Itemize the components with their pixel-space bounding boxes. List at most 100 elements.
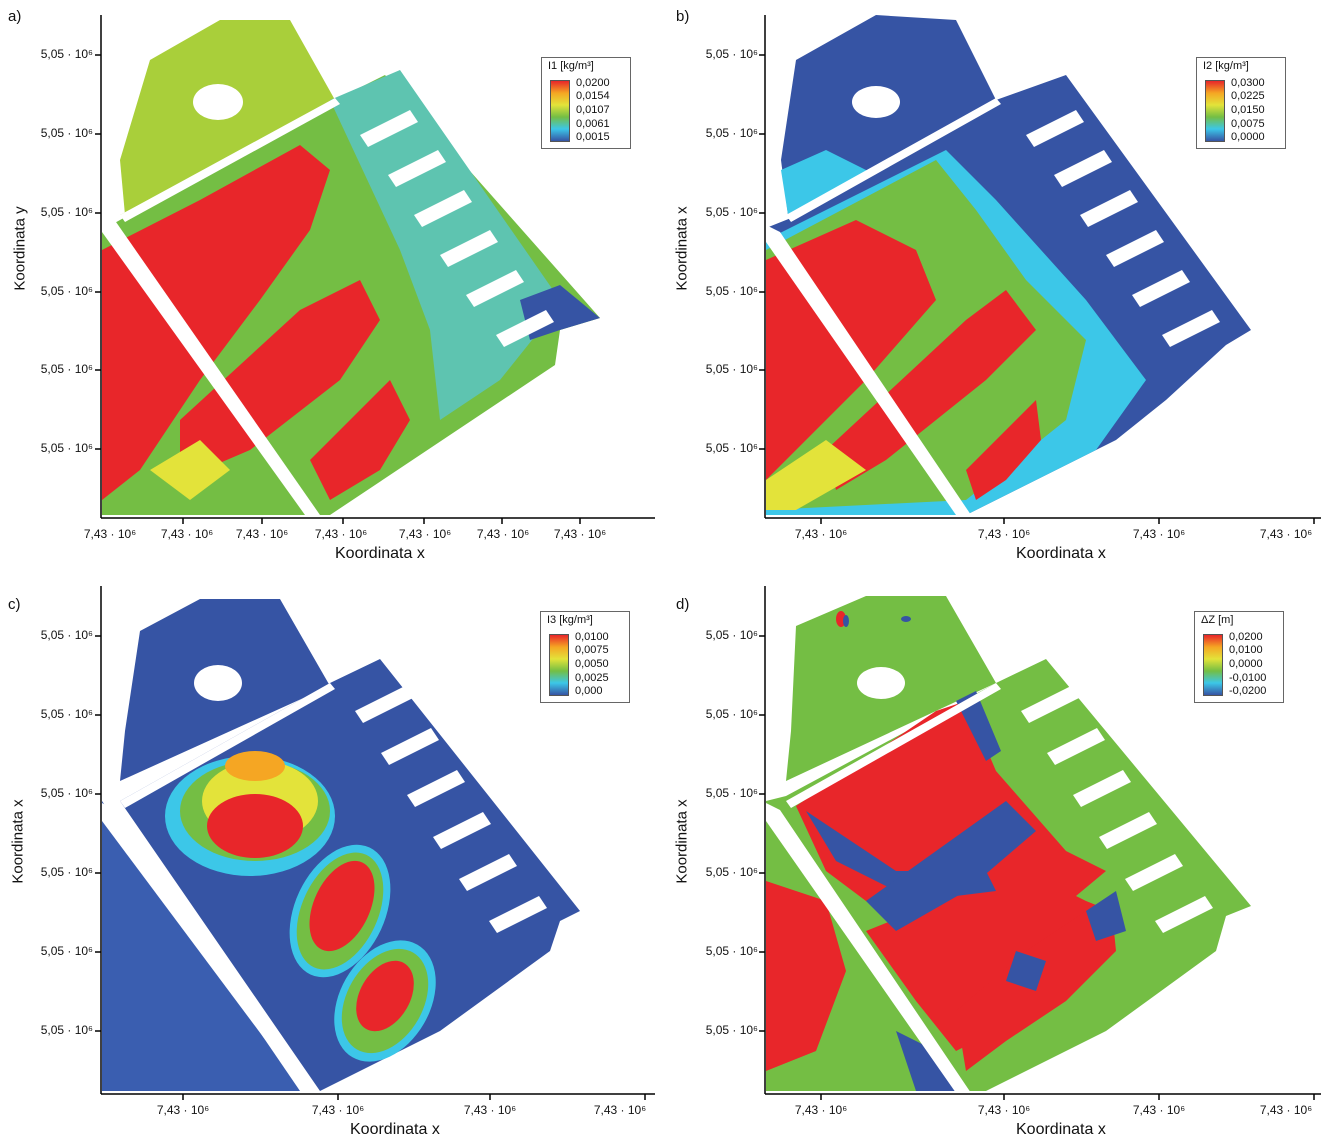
y-tick-label: 5,05 · 10⁶ [705,126,758,140]
legend-value: 0,0154 [576,90,610,102]
blue-right [1086,891,1126,941]
y-tick-label: 5,05 · 10⁶ [705,944,758,958]
legend-value: 0,000 [575,685,603,697]
panel-a-plot [95,15,655,524]
y-tick-label: 5,05 · 10⁶ [40,205,93,219]
x-tick-label: 7,43 · 10⁶ [553,527,607,541]
red-zone-2 [826,290,1036,490]
x-tick-label: 7,43 · 10⁶ [314,527,368,541]
x-ticks [182,518,581,524]
heatmap-field [766,15,1251,515]
legend-value: 0,0100 [575,631,609,643]
y-axis-label: Koordinata x [673,206,691,291]
y-tick-label: 5,05 · 10⁶ [40,126,93,140]
channel [766,803,971,1093]
heatmap-field [102,599,580,1091]
x-tick-label: 7,43 · 10⁶ [83,527,137,541]
legend-value: 0,0000 [1229,658,1263,670]
y-tick-label: 5,05 · 10⁶ [705,865,758,879]
x-tick-label: 7,43 · 10⁶ [476,527,530,541]
legend-title: ΔZ [m] [1201,614,1234,626]
blue-small [1006,951,1046,991]
legend: I3 [kg/m³] 0,0100 0,0075 0,0050 0,0025 0… [540,611,630,703]
panel-a: a) [0,0,666,571]
legend-value: 0,0050 [575,658,609,670]
y-tick-label: 5,05 · 10⁶ [705,205,758,219]
x-tick-label: 7,43 · 10⁶ [398,527,452,541]
island-hole [194,665,242,701]
legend-value: 0,0225 [1231,90,1265,102]
red-blob-2 [309,860,375,952]
x-tick-label: 7,43 · 10⁶ [235,527,289,541]
legend-value: 0,0150 [1231,104,1265,116]
x-ticks [820,518,1315,524]
x-tick-label: 7,43 · 10⁶ [1132,1103,1186,1117]
x-tick-label: 7,43 · 10⁶ [1259,1103,1313,1117]
channel [766,225,971,515]
panel-d: d) [666,571,1333,1142]
x-tick-label: 7,43 · 10⁶ [156,1103,210,1117]
y-ticks [759,635,765,1032]
y-tick-label: 5,05 · 10⁶ [705,786,758,800]
island-hole [852,86,900,118]
panel-c: c) [0,571,666,1142]
heatmap-field [102,20,600,515]
y-tick-label: 5,05 · 10⁶ [705,707,758,721]
panel-label: c) [8,596,21,613]
legend-value: -0,0200 [1229,685,1267,697]
y-tick-label: 5,05 · 10⁶ [705,47,758,61]
yellow-band [150,440,230,500]
panel-d-plot [759,586,1321,1100]
legend-colorbar [1205,80,1225,142]
red-zone-2 [180,280,380,480]
legend-value: 0,0075 [1231,118,1265,130]
x-ticks [182,1094,646,1100]
channel-upper [120,683,335,808]
legend-colorbar [1203,634,1223,696]
panel-label: a) [8,8,22,25]
legend-value: 0,0200 [576,77,610,89]
y-tick-label: 5,05 · 10⁶ [40,1023,93,1037]
channel-upper [120,98,340,222]
y-axis-label: Koordinata y [11,206,29,291]
panel-b-plot [759,15,1321,524]
y-tick-label: 5,05 · 10⁶ [705,628,758,642]
y-tick-label: 5,05 · 10⁶ [40,786,93,800]
channel [102,803,320,1093]
x-tick-label: 7,43 · 10⁶ [160,527,214,541]
panel-label: d) [676,596,690,613]
x-tick-label: 7,43 · 10⁶ [977,527,1031,541]
yellow-band [766,440,866,510]
legend-value: 0,0000 [1231,131,1265,143]
legend-value: 0,0100 [1229,644,1263,656]
y-tick-label: 5,05 · 10⁶ [40,441,93,455]
y-tick-label: 5,05 · 10⁶ [705,441,758,455]
red-blob-1 [207,794,303,858]
x-tick-label: 7,43 · 10⁶ [463,1103,517,1117]
y-ticks [759,54,765,450]
spot-blue [843,615,849,627]
piers [1026,110,1220,347]
red-zone-3 [310,380,410,500]
y-tick-label: 5,05 · 10⁶ [705,1023,758,1037]
channel-upper [786,683,1001,808]
legend-value: 0,0025 [575,672,609,684]
y-axis-label: Koordinata x [673,799,691,884]
blue-lower [896,1031,956,1091]
y-tick-label: 5,05 · 10⁶ [40,628,93,642]
legend-value: -0,0100 [1229,672,1267,684]
legend-value: 0,0107 [576,104,610,116]
spot-blue-2 [901,616,911,622]
island-hole [193,84,243,120]
heatmap-field [766,596,1251,1091]
legend-title: I2 [kg/m³] [1203,60,1249,72]
y-tick-label: 5,05 · 10⁶ [40,362,93,376]
red-blob-3 [356,960,414,1032]
x-tick-label: 7,43 · 10⁶ [1259,527,1313,541]
orange-spot-1 [225,751,285,781]
piers [1021,686,1213,933]
blue-streak-2 [866,801,1036,931]
red-zone-lower [866,871,1111,1051]
legend-value: 0,0300 [1231,77,1265,89]
legend-colorbar [550,80,570,142]
